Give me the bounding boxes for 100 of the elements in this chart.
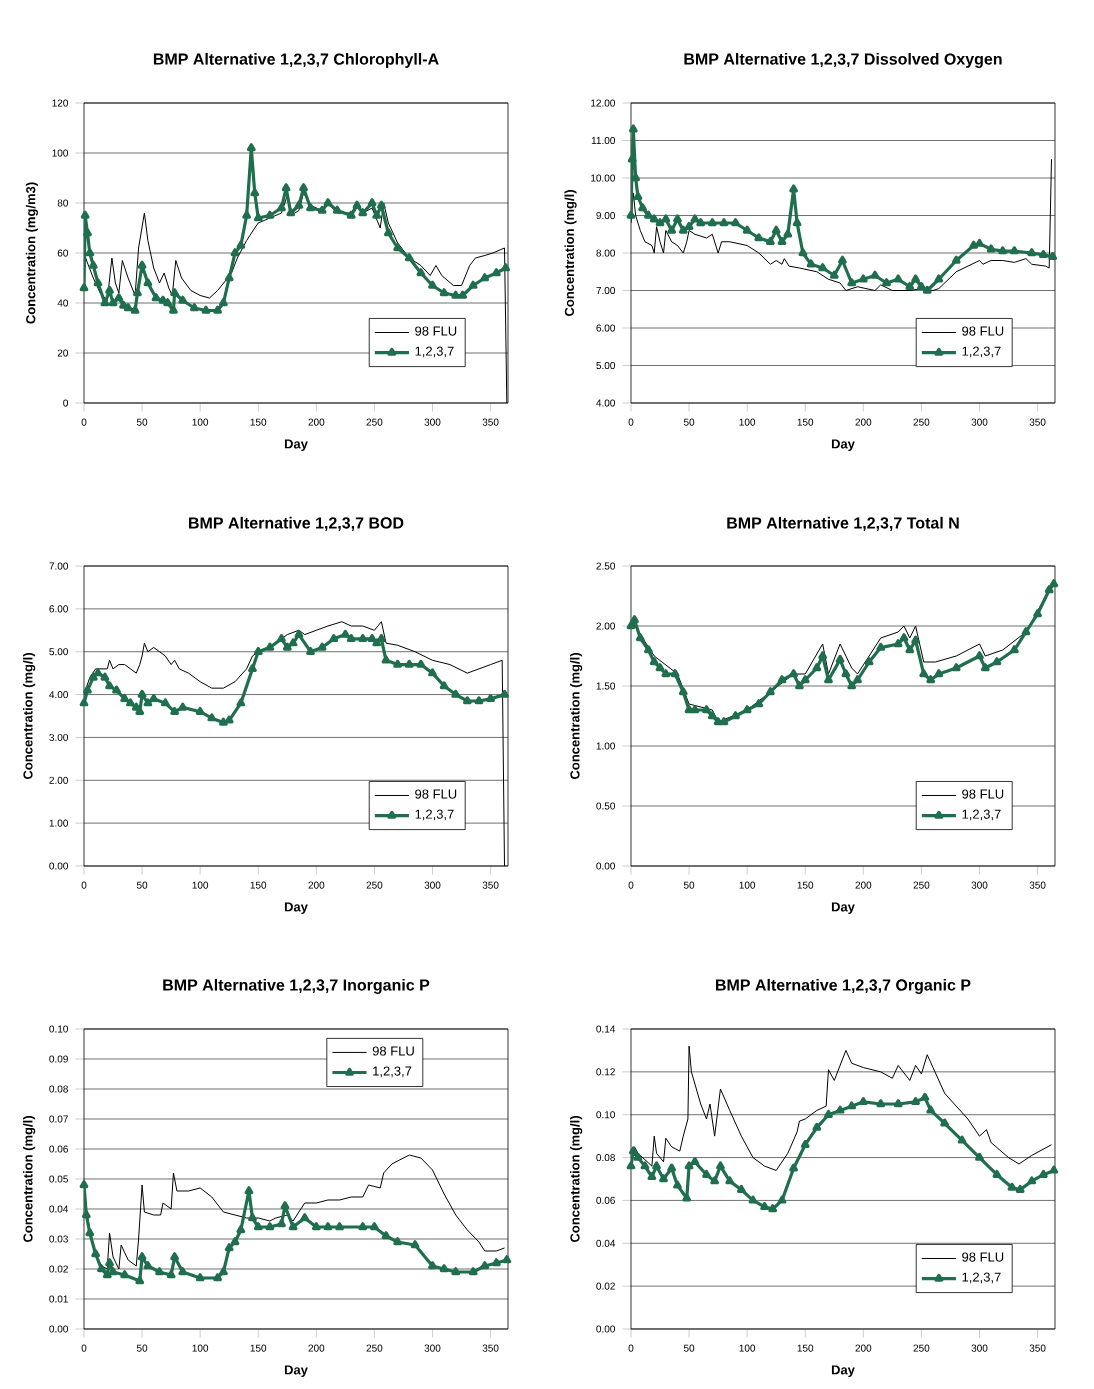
y-tick-label: 0.07	[49, 1115, 68, 1123]
point	[340, 629, 350, 638]
x-tick-label: 300	[424, 1344, 441, 1352]
point	[282, 642, 292, 651]
y-axis-title: Concentration (mg/l)	[564, 190, 577, 317]
point	[265, 642, 275, 651]
x-tick-label: 200	[855, 881, 872, 889]
point	[439, 1264, 449, 1273]
y-tick-label: 0.06	[596, 1196, 615, 1204]
y-tick-label: 20	[57, 349, 69, 357]
point	[219, 1267, 228, 1276]
point	[667, 1163, 677, 1172]
point	[655, 218, 665, 227]
point	[155, 1267, 164, 1276]
point	[783, 229, 793, 238]
x-tick-label: 100	[739, 418, 756, 426]
point	[358, 1222, 368, 1231]
x-tick-label: 50	[683, 1344, 695, 1352]
y-tick-label: 0.08	[49, 1085, 68, 1093]
x-tick-label: 150	[250, 881, 267, 889]
legend-label: 1,2,3,7	[373, 1066, 412, 1078]
point	[838, 255, 847, 264]
point	[317, 642, 327, 651]
y-axis-title: Concentration (mg/l)	[23, 1116, 36, 1243]
point	[377, 634, 386, 643]
point	[766, 236, 775, 245]
point	[768, 1204, 778, 1213]
point	[922, 285, 932, 294]
point	[777, 675, 787, 684]
legend-label: 98 FLU	[962, 1252, 1004, 1262]
point	[102, 1270, 112, 1279]
x-tick-label: 350	[482, 881, 499, 889]
y-tick-label: 0.06	[49, 1145, 68, 1153]
y-tick-label: 6.00	[49, 605, 69, 613]
y-tick-label: 0.01	[49, 1295, 68, 1303]
y-tick-label: 7.00	[49, 562, 69, 570]
y-tick-label: 0.04	[596, 1239, 616, 1247]
x-tick-label: 150	[250, 418, 267, 426]
point	[951, 663, 961, 672]
x-tick-label: 300	[971, 418, 988, 426]
point	[370, 1222, 379, 1231]
point	[992, 657, 1002, 666]
legend-label: 1,2,3,7	[415, 346, 454, 358]
point	[358, 634, 368, 643]
point	[100, 672, 110, 681]
x-tick-label: 250	[366, 881, 383, 889]
y-tick-label: 7.00	[596, 286, 615, 295]
x-axis-title: Day	[284, 439, 308, 452]
point	[644, 210, 653, 219]
point	[659, 1174, 668, 1183]
y-tick-label: 0	[63, 399, 69, 407]
point	[975, 1152, 984, 1161]
x-tick-label: 100	[739, 1344, 756, 1352]
point	[288, 638, 298, 647]
point	[789, 669, 798, 678]
point	[673, 1180, 682, 1189]
point	[678, 687, 688, 696]
point	[655, 663, 665, 672]
point	[812, 663, 822, 672]
y-tick-label: 0.50	[596, 802, 616, 810]
point	[160, 698, 170, 707]
point	[468, 1267, 478, 1276]
point	[818, 263, 828, 272]
point	[1039, 1169, 1048, 1178]
point	[166, 1270, 176, 1279]
point	[893, 1099, 903, 1108]
point	[1009, 645, 1019, 654]
x-tick-label: 0	[628, 418, 634, 426]
point	[428, 668, 437, 677]
chart-title: BMP Alternative 1,2,3,7 BOD	[189, 516, 404, 531]
point	[841, 669, 851, 678]
point	[716, 1161, 725, 1170]
point	[79, 698, 89, 707]
point	[79, 1180, 89, 1189]
point	[853, 675, 862, 684]
y-axis-title: Concentration (mg/l)	[570, 1116, 583, 1243]
y-tick-label: 0.03	[49, 1235, 68, 1243]
x-tick-label: 50	[136, 881, 148, 889]
point	[789, 184, 798, 193]
x-tick-label: 300	[971, 881, 988, 889]
point	[306, 646, 315, 655]
point	[626, 621, 636, 630]
legend-label: 1,2,3,7	[415, 809, 454, 821]
point	[847, 278, 857, 287]
point	[1027, 1176, 1037, 1185]
point	[731, 711, 740, 720]
point	[300, 1213, 310, 1222]
point	[911, 1097, 920, 1106]
x-tick-label: 100	[192, 418, 209, 426]
legend-label: 98 FLU	[415, 326, 457, 336]
point	[719, 218, 729, 227]
point	[684, 705, 694, 714]
point	[500, 689, 509, 698]
point	[638, 203, 647, 212]
point	[835, 654, 845, 663]
y-tick-label: 11.00	[591, 136, 615, 145]
y-tick-label: 4.00	[596, 399, 615, 407]
point	[992, 1169, 1002, 1178]
point	[893, 639, 903, 648]
x-axis-title: Day	[831, 439, 855, 452]
